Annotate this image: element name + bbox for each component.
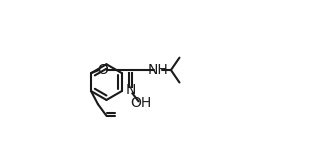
Text: N: N — [125, 83, 136, 97]
Text: NH: NH — [147, 63, 168, 77]
Text: O: O — [97, 63, 108, 77]
Text: OH: OH — [130, 96, 151, 110]
